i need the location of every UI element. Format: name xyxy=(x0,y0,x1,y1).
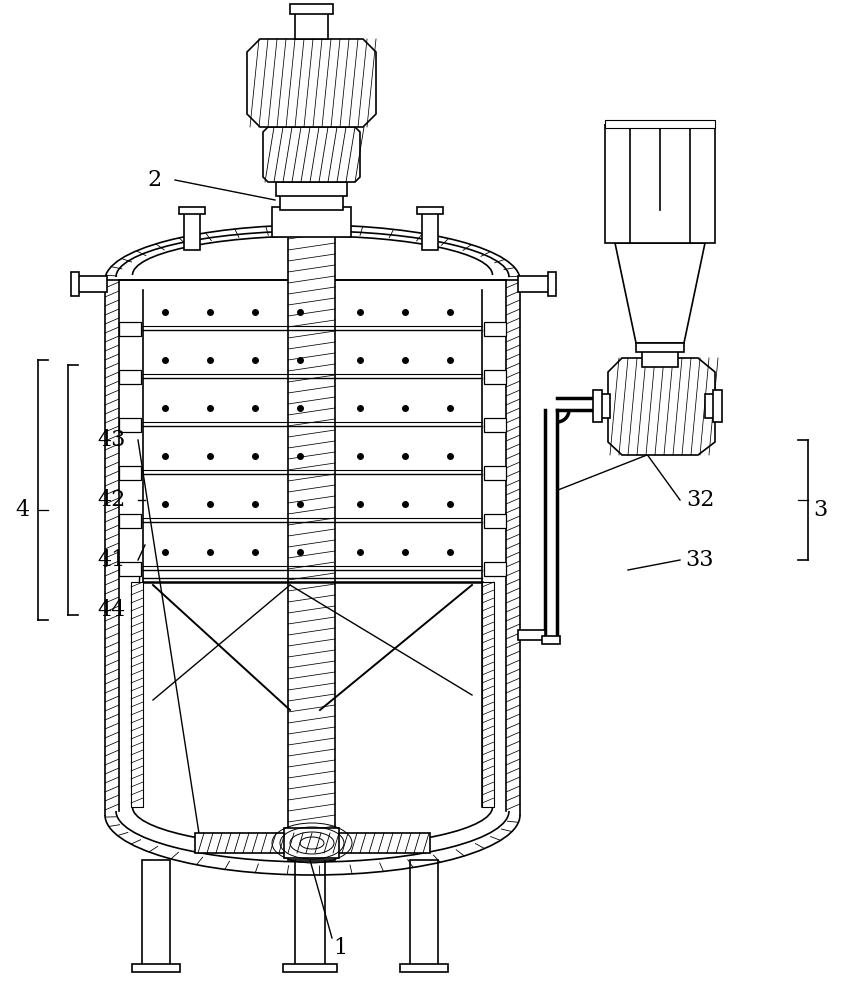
Bar xyxy=(642,349,678,367)
Bar xyxy=(713,390,722,422)
Text: 2: 2 xyxy=(148,169,162,191)
Bar xyxy=(484,466,506,480)
Bar xyxy=(280,195,343,210)
Text: 41: 41 xyxy=(98,549,127,571)
Bar xyxy=(179,207,205,214)
Bar xyxy=(283,964,337,972)
Bar xyxy=(484,514,506,528)
Bar xyxy=(132,964,180,972)
Bar xyxy=(410,860,438,970)
Text: 42: 42 xyxy=(98,489,127,511)
Bar xyxy=(605,125,715,243)
Bar xyxy=(119,322,141,336)
Text: 43: 43 xyxy=(98,429,127,451)
Bar xyxy=(142,860,170,970)
Bar xyxy=(119,370,141,384)
Bar xyxy=(484,562,506,576)
Bar xyxy=(484,418,506,432)
Bar xyxy=(119,514,141,528)
Bar xyxy=(284,828,339,858)
Text: 44: 44 xyxy=(98,599,127,621)
Bar xyxy=(605,120,715,128)
Text: 31: 31 xyxy=(686,429,714,451)
Bar xyxy=(600,394,610,418)
Bar xyxy=(518,630,545,640)
Bar xyxy=(417,207,443,214)
Bar xyxy=(295,11,328,39)
Bar xyxy=(705,394,715,418)
Bar xyxy=(400,964,448,972)
Bar xyxy=(290,4,333,14)
Bar xyxy=(548,272,556,296)
Bar xyxy=(484,322,506,336)
Text: 4: 4 xyxy=(15,499,29,521)
Text: 33: 33 xyxy=(686,549,714,571)
Bar xyxy=(71,272,79,296)
Bar xyxy=(422,212,438,250)
Polygon shape xyxy=(608,358,715,455)
Text: 1: 1 xyxy=(333,937,347,959)
Polygon shape xyxy=(131,582,143,807)
Bar xyxy=(195,833,430,853)
Text: 3: 3 xyxy=(812,499,827,521)
Bar xyxy=(636,343,684,352)
Text: 32: 32 xyxy=(686,489,714,511)
Bar xyxy=(484,370,506,384)
Bar xyxy=(288,230,335,860)
Bar xyxy=(295,830,325,970)
Bar xyxy=(75,276,107,292)
Bar xyxy=(272,207,351,237)
Polygon shape xyxy=(247,39,376,127)
Bar xyxy=(593,390,602,422)
Polygon shape xyxy=(482,582,494,807)
Bar xyxy=(119,418,141,432)
Bar xyxy=(518,276,550,292)
Bar xyxy=(542,636,560,644)
Bar xyxy=(119,562,141,576)
Bar xyxy=(184,212,200,250)
Polygon shape xyxy=(615,243,705,343)
Bar xyxy=(276,182,347,196)
Bar xyxy=(119,466,141,480)
Polygon shape xyxy=(263,127,360,182)
